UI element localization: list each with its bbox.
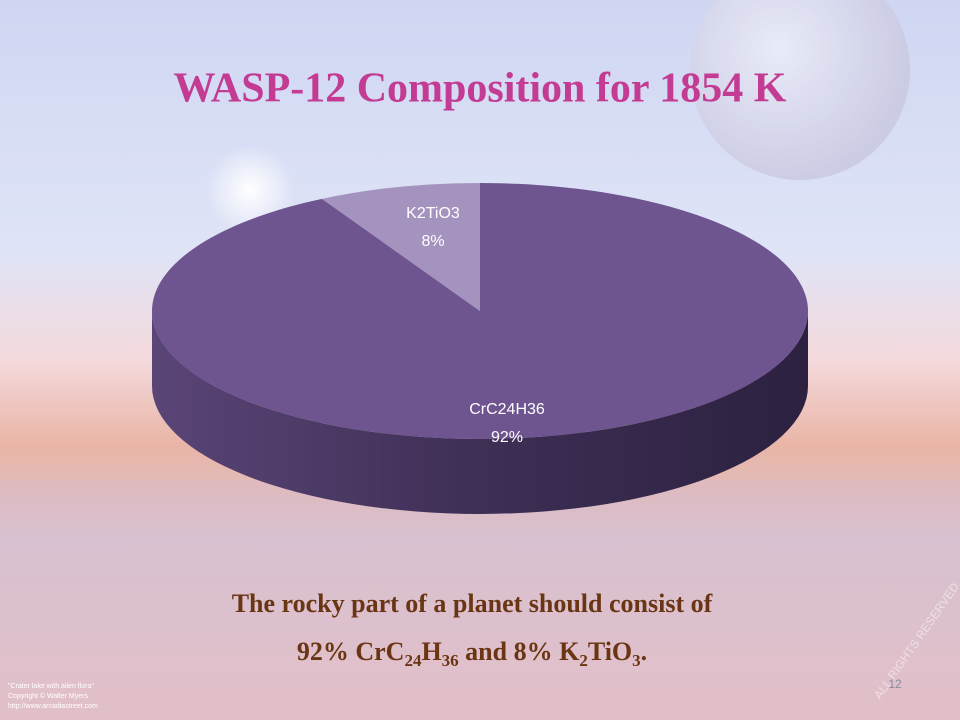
caption-line: 92% CrC24H36 and 8% K2TiO3. [297, 637, 647, 670]
slice-value-label: 92% [491, 429, 523, 446]
caption-part: 92% CrC [297, 637, 405, 666]
chart-title: WASP-12 Composition for 1854 K [174, 66, 787, 112]
caption-part: . [641, 637, 648, 666]
slice-label: K2TiO3 [406, 205, 460, 222]
caption-part: 24 [404, 651, 422, 670]
slice-label: CrC24H36 [469, 401, 545, 418]
lake [0, 480, 960, 720]
credit: "Crater lake with alien flora" [8, 683, 94, 690]
pie-side [152, 311, 808, 514]
pie: CrC24H36 92% K2TiO3 8% [152, 183, 809, 514]
caption-part: 3 [632, 651, 641, 670]
slice-value-label: 8% [421, 233, 444, 250]
caption-part: 2 [579, 651, 588, 670]
moon [690, 0, 910, 180]
caption-line: The rocky part of a planet should consis… [232, 589, 713, 618]
page-number: 12 [888, 677, 902, 691]
caption-part: and 8% K [459, 637, 580, 666]
credit: Copyright © Walter Myers [8, 692, 88, 700]
credit: http://www.arcadiastreet.com [8, 703, 98, 710]
caption-part: 36 [442, 651, 459, 670]
caption-part: TiO [588, 637, 632, 666]
caption-part: H [421, 637, 441, 666]
pie-slice [321, 183, 480, 311]
